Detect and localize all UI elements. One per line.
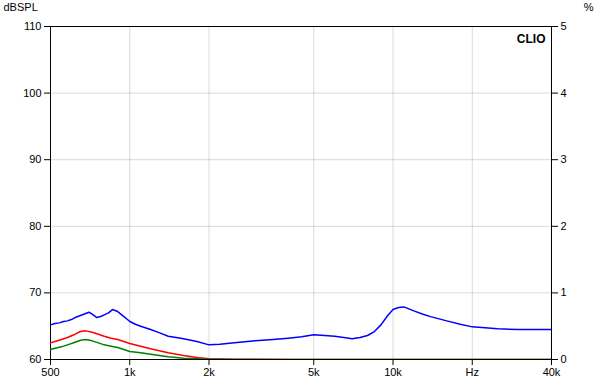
svg-text:3: 3 (561, 153, 567, 165)
svg-text:90: 90 (29, 153, 41, 165)
svg-text:0: 0 (561, 353, 567, 365)
svg-text:40k: 40k (543, 366, 561, 378)
svg-text:70: 70 (29, 286, 41, 298)
svg-text:110: 110 (24, 20, 42, 32)
svg-text:500: 500 (41, 366, 59, 378)
svg-text:10k: 10k (384, 366, 402, 378)
svg-text:CLIO: CLIO (517, 32, 546, 46)
svg-text:1k: 1k (124, 366, 136, 378)
svg-text:2k: 2k (203, 366, 215, 378)
svg-text:60: 60 (29, 353, 41, 365)
svg-text:dBSPL: dBSPL (4, 1, 38, 13)
svg-text:%: % (584, 1, 594, 13)
svg-text:2: 2 (561, 220, 567, 232)
svg-text:5: 5 (561, 20, 567, 32)
svg-text:Hz: Hz (466, 366, 479, 378)
svg-text:80: 80 (29, 220, 41, 232)
svg-text:5k: 5k (308, 366, 320, 378)
svg-text:100: 100 (23, 87, 41, 99)
svg-text:1: 1 (561, 286, 567, 298)
svg-text:4: 4 (561, 87, 567, 99)
